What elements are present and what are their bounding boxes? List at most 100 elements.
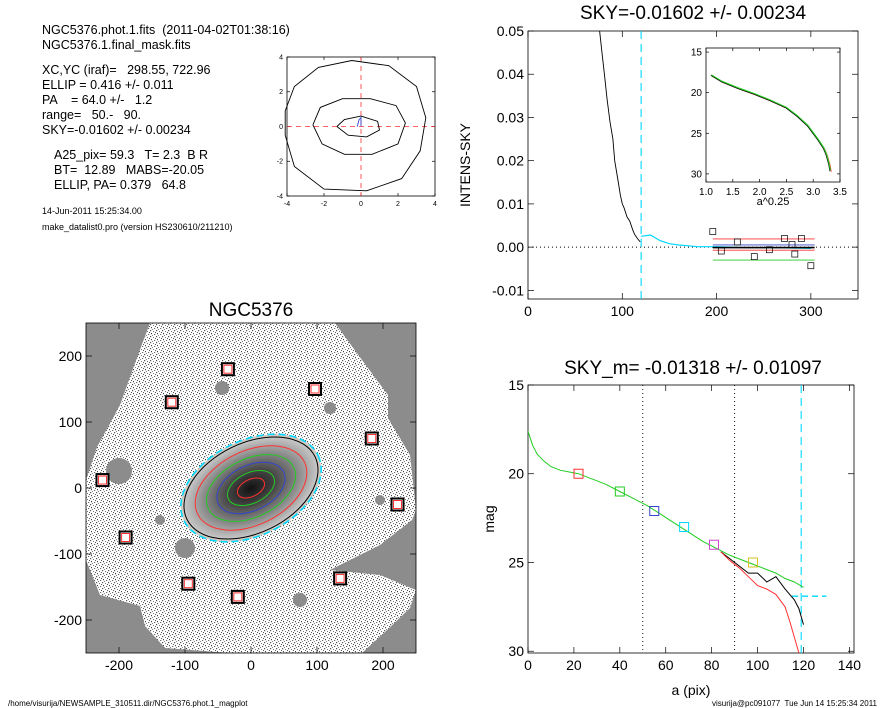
footer-stamp: visurija@pc091077 Tue Jun 14 15:25:34 20… xyxy=(712,699,877,708)
sky-sample-marker xyxy=(798,235,805,242)
x-tick-label: 200 xyxy=(371,657,395,673)
y-tick-label: 30 xyxy=(691,169,703,180)
masked-star-box xyxy=(390,497,405,512)
intens-plot-area xyxy=(528,31,858,299)
y-tick-label: 25 xyxy=(691,129,703,140)
masked-star-inner xyxy=(335,573,345,583)
y-tick-label: 0.03 xyxy=(497,109,524,125)
masked-star-inner xyxy=(167,397,177,407)
masked-star-box xyxy=(333,571,348,586)
sky-sample-marker xyxy=(766,246,773,254)
masked-star-inner xyxy=(393,500,403,509)
mag-profile-black xyxy=(720,551,804,625)
x-tick-label: 120 xyxy=(792,657,816,673)
x-tick-label: 140 xyxy=(838,657,862,673)
y-tick-label: -200 xyxy=(54,612,82,628)
inset-curve-black xyxy=(710,75,831,172)
x-tick-label: 0 xyxy=(524,303,532,319)
sky-sample-marker xyxy=(807,262,815,270)
center-coords: XC,YC (iraf)= 298.55, 722.96 xyxy=(42,63,211,77)
aperture-marker xyxy=(679,521,690,532)
masked-star-inner xyxy=(233,592,243,602)
y-tick-label: 20 xyxy=(691,88,703,99)
y-tick-label: 4 xyxy=(279,54,283,61)
x-tick-label: 80 xyxy=(704,657,720,673)
x-tick-label: 100 xyxy=(611,303,635,319)
bt-mabs: BT= 12.89 MABS=-20.05 xyxy=(54,163,205,177)
x-tick-label: 0 xyxy=(524,657,532,673)
masked-star-inner xyxy=(183,579,193,589)
isophote-ellipse xyxy=(226,469,276,507)
isophote-ellipse xyxy=(183,436,319,540)
y-tick-label: 0.01 xyxy=(497,196,524,212)
program-version: make_datalist0.pro (version HS230610/211… xyxy=(42,222,233,232)
galaxy-image xyxy=(86,323,416,653)
x-tick-label: 4 xyxy=(433,201,437,208)
x-tick-label: 0 xyxy=(359,201,363,208)
x-tick-label: 1.0 xyxy=(699,187,713,198)
inset-frame xyxy=(705,47,841,183)
mag-xlabel: a (pix) xyxy=(672,682,711,698)
masked-star-inner xyxy=(98,475,107,485)
mag-plot-area xyxy=(528,385,827,653)
masked-star-box xyxy=(364,431,379,446)
intens-title: SKY=-0.01602 +/- 0.00234 xyxy=(580,3,806,24)
intens-frame xyxy=(527,30,859,300)
y-tick-label: -100 xyxy=(54,546,82,562)
x-tick-label: 100 xyxy=(746,657,770,673)
sky-sample-marker xyxy=(709,228,717,235)
isophote-ellipse xyxy=(194,445,308,531)
y-tick-label: 0.05 xyxy=(497,23,524,39)
intensity-profile xyxy=(599,31,641,243)
y-tick-label: 15 xyxy=(508,377,524,393)
fit-range: range= 50.- 90. xyxy=(42,108,142,122)
x-tick-label: 2 xyxy=(396,201,400,208)
x-tick-label: -100 xyxy=(171,657,199,673)
masked-star-box xyxy=(308,382,323,396)
y-tick-label: 25 xyxy=(508,554,524,570)
date-stamp: 14-Jun-2011 15:25:34.00 xyxy=(42,206,142,216)
y-tick-label: -2 xyxy=(277,159,283,166)
masked-star-box xyxy=(230,589,245,604)
y-tick-label: -4 xyxy=(277,193,283,200)
sky-sample-marker xyxy=(733,238,741,246)
aperture-marker xyxy=(614,486,625,497)
contour-line xyxy=(284,60,427,192)
sky-sample-marker xyxy=(750,253,758,260)
y-tick-label: 2 xyxy=(279,89,283,96)
masked-star-box xyxy=(220,362,235,377)
x-tick-label: 100 xyxy=(305,657,329,673)
y-tick-label: 0.04 xyxy=(497,66,524,82)
sky-sample-marker xyxy=(791,250,799,258)
masked-star-inner xyxy=(121,533,131,542)
isophote-ellipse xyxy=(205,454,297,522)
y-tick-label: 200 xyxy=(59,348,83,364)
aperture-marker xyxy=(708,539,719,550)
x-tick-label: 0 xyxy=(247,657,255,673)
y-tick-label: 100 xyxy=(59,414,83,430)
x-tick-label: -4 xyxy=(284,201,290,208)
y-tick-label: 15 xyxy=(691,48,703,59)
mag-profile-red xyxy=(720,551,800,653)
sky-sample-marker xyxy=(788,241,796,248)
contour-line xyxy=(336,115,381,138)
isophote-ellipse xyxy=(180,433,322,543)
file-title: NGC5376.phot.1.fits (2011-04-02T01:38:16… xyxy=(42,23,290,37)
contour-line xyxy=(312,98,406,155)
sky-sample-marker xyxy=(781,235,788,242)
mag-ylabel: mag xyxy=(481,505,497,532)
masked-star-box xyxy=(118,530,133,545)
image-title: NGC5376 xyxy=(209,300,294,321)
inset-xlabel: a^0.25 xyxy=(757,196,790,208)
mag-profile-green xyxy=(528,430,804,588)
aperture-marker xyxy=(573,468,584,479)
y-tick-label: 0.02 xyxy=(497,153,524,169)
x-tick-label: 3.5 xyxy=(833,187,847,198)
x-tick-label: 1.5 xyxy=(726,187,740,198)
mag-frame xyxy=(527,384,855,654)
x-tick-label: 20 xyxy=(566,657,582,673)
intens-ylabel: INTENS-SKY xyxy=(457,122,473,207)
footer-path: /home/visurija/NEWSAMPLE_310511.dir/NGC5… xyxy=(8,699,248,708)
isophote-ellipse xyxy=(236,477,266,499)
